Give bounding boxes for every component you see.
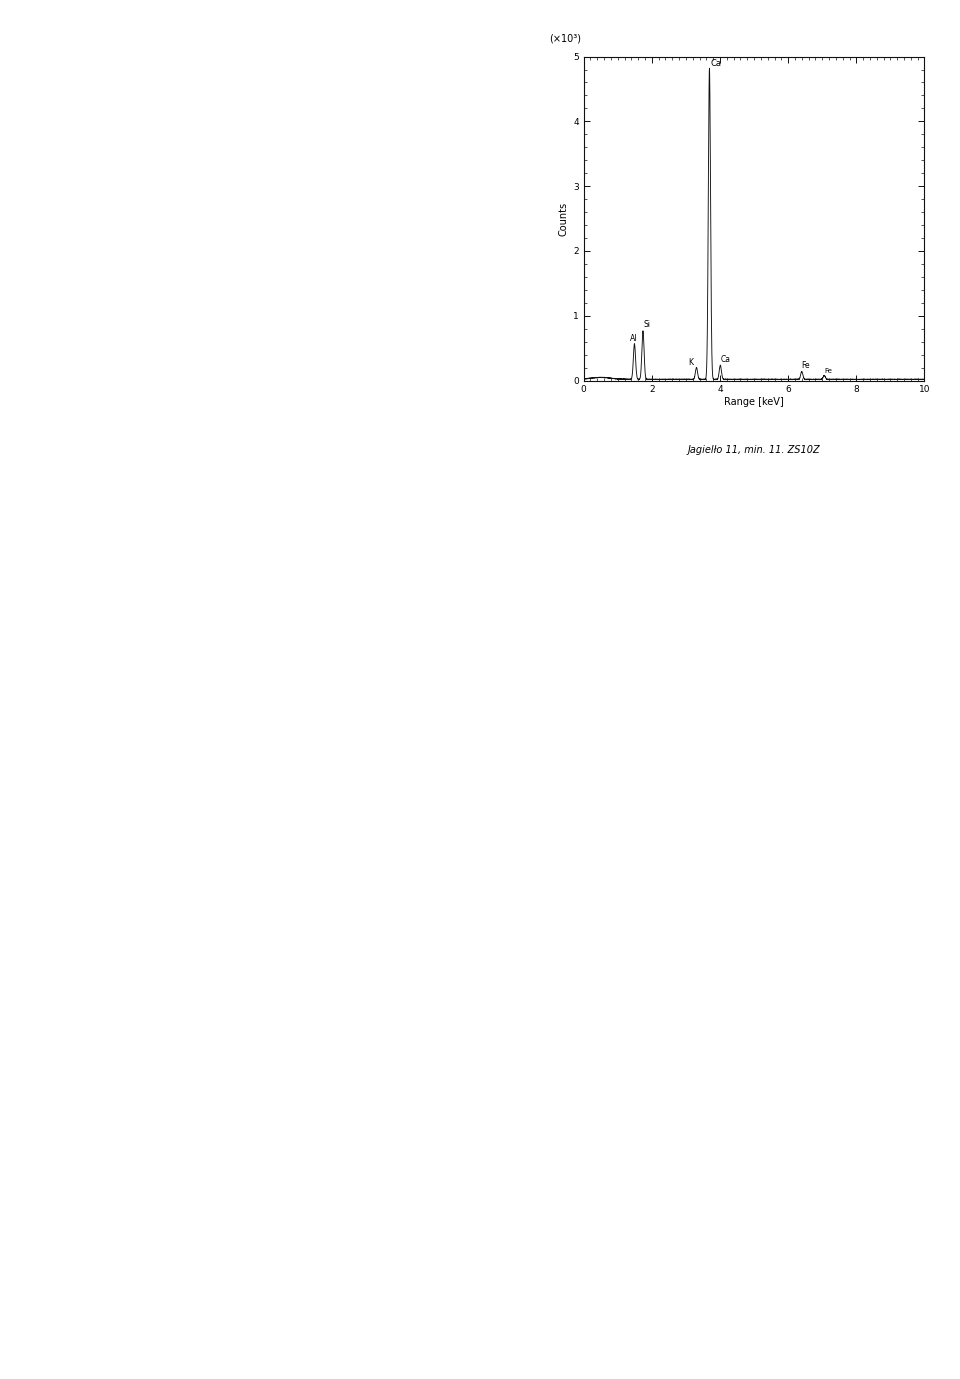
Y-axis label: Counts: Counts [559,201,569,236]
Text: Jagielło 11, min. 11. ZS10Z: Jagielło 11, min. 11. ZS10Z [687,445,821,455]
Text: Fe: Fe [824,368,831,374]
Text: K: K [688,359,693,367]
X-axis label: Range [keV]: Range [keV] [724,397,784,407]
Text: Ca: Ca [710,59,722,68]
Text: Ca: Ca [721,356,731,364]
Text: Al: Al [630,334,637,343]
Text: Fe: Fe [801,361,809,370]
Text: (×10³): (×10³) [549,33,582,44]
Text: Si: Si [643,320,651,328]
